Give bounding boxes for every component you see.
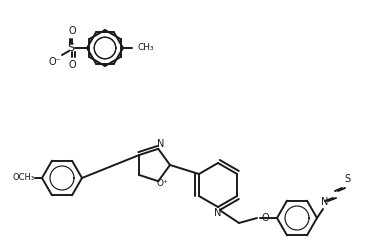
Text: O⁻: O⁻ (49, 57, 61, 67)
Text: O: O (68, 26, 76, 36)
Text: N: N (157, 139, 164, 149)
Text: S: S (67, 43, 75, 53)
Text: OCH₃: OCH₃ (13, 173, 35, 183)
Text: O⁺: O⁺ (157, 179, 168, 188)
Text: O: O (261, 213, 269, 223)
Text: S: S (344, 174, 350, 184)
Text: N: N (214, 208, 222, 218)
Text: N: N (321, 197, 329, 207)
Text: CH₃: CH₃ (138, 42, 155, 51)
Text: O: O (68, 60, 76, 70)
